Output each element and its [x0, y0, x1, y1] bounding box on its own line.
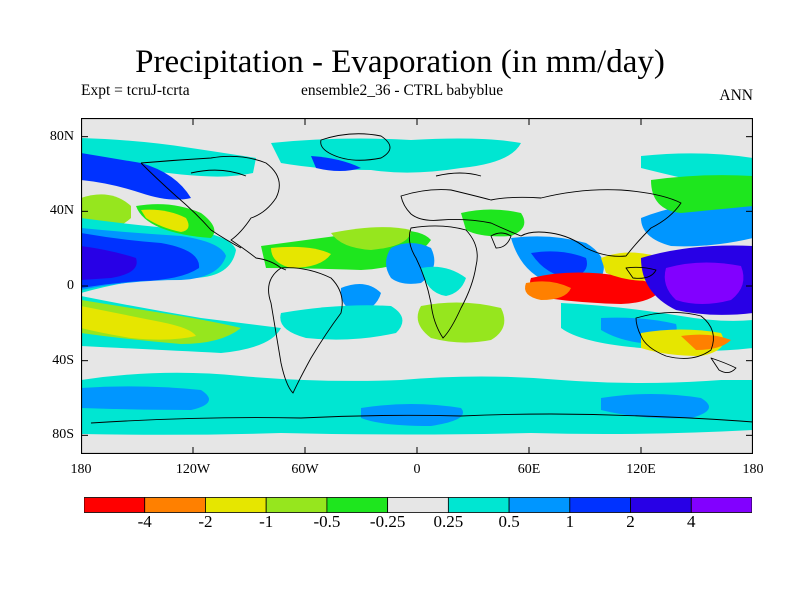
contour-region [331, 227, 411, 250]
colorbar-label: -0.25 [369, 512, 406, 531]
season-label: ANN [719, 87, 753, 104]
map-plot-area [81, 118, 753, 454]
coastline [490, 232, 512, 249]
colorbar-box [84, 497, 146, 513]
lat-label: 0 [67, 278, 74, 293]
contour-region [531, 251, 587, 278]
coastline [140, 155, 287, 271]
colorbar-box [508, 497, 571, 513]
contour-region [81, 372, 753, 435]
lon-label: 120W [175, 462, 211, 477]
lat-label: 80S [52, 427, 74, 443]
lon-label: 120E [626, 462, 656, 477]
contour-region [681, 334, 731, 350]
coastline [320, 133, 391, 161]
colorbar-box [265, 497, 328, 513]
lat-label: 80N [49, 128, 74, 144]
contour-region [81, 306, 196, 340]
lon-label: 0 [413, 462, 421, 477]
lon-label: 60E [517, 462, 541, 477]
contour-region [664, 262, 744, 304]
contour-region [461, 209, 525, 237]
lat-label: 40S [52, 352, 74, 368]
contour-region [601, 394, 709, 419]
coastline [710, 357, 737, 373]
colorbar-box [144, 497, 206, 513]
contour-region [81, 153, 191, 200]
coastline [400, 189, 682, 257]
coastline [408, 225, 478, 339]
contour-region [81, 246, 137, 280]
colorbar-box [205, 497, 267, 513]
contour-region [81, 138, 256, 177]
contour-region [81, 386, 209, 410]
colorbar-label: 2 [626, 512, 635, 531]
coastline [268, 267, 343, 394]
colorbar-box [569, 497, 631, 513]
colorbar-label: 0.5 [498, 512, 520, 531]
colorbar-box [447, 497, 510, 513]
contour-region [280, 305, 403, 340]
coastline [635, 311, 714, 359]
coastline [625, 266, 657, 279]
coastline [435, 172, 482, 177]
contour-region [386, 243, 435, 284]
colorbar-box [387, 497, 449, 513]
experiment-label: Expt = tcruJ-tcrta [81, 82, 190, 99]
colorbar-label: -0.5 [313, 512, 341, 531]
colorbar-label: 1 [565, 512, 575, 531]
contour-region [311, 156, 361, 171]
coastline [140, 162, 242, 249]
contour-region [271, 246, 331, 268]
colorbar-label: -1 [259, 512, 274, 531]
coastline [190, 169, 247, 177]
contour-region [141, 209, 189, 232]
colorbar-label: -4 [137, 512, 152, 531]
colorbar-box [630, 497, 692, 513]
map-frame [81, 118, 753, 454]
ensemble-label: ensemble2_36 - CTRL babyblue [301, 82, 504, 99]
lat-label: 40N [49, 203, 74, 219]
colorbar-label: 4 [687, 512, 696, 531]
contour-region [651, 175, 753, 213]
contour-region [641, 202, 753, 247]
map-title: Precipitation - Evaporation (in mm/day) [135, 44, 665, 80]
lon-label: 180 [70, 462, 92, 477]
colorbar-box [326, 497, 389, 513]
contour-region [525, 281, 571, 300]
contour-region [421, 266, 466, 296]
lon-label: 180 [742, 462, 764, 477]
colorbar-box [690, 497, 752, 513]
coastline [90, 413, 753, 424]
lon-label: 60W [291, 462, 319, 477]
colorbar-label: -2 [198, 512, 213, 531]
colorbar-label: 0.25 [433, 512, 464, 531]
colorbar [84, 497, 752, 513]
